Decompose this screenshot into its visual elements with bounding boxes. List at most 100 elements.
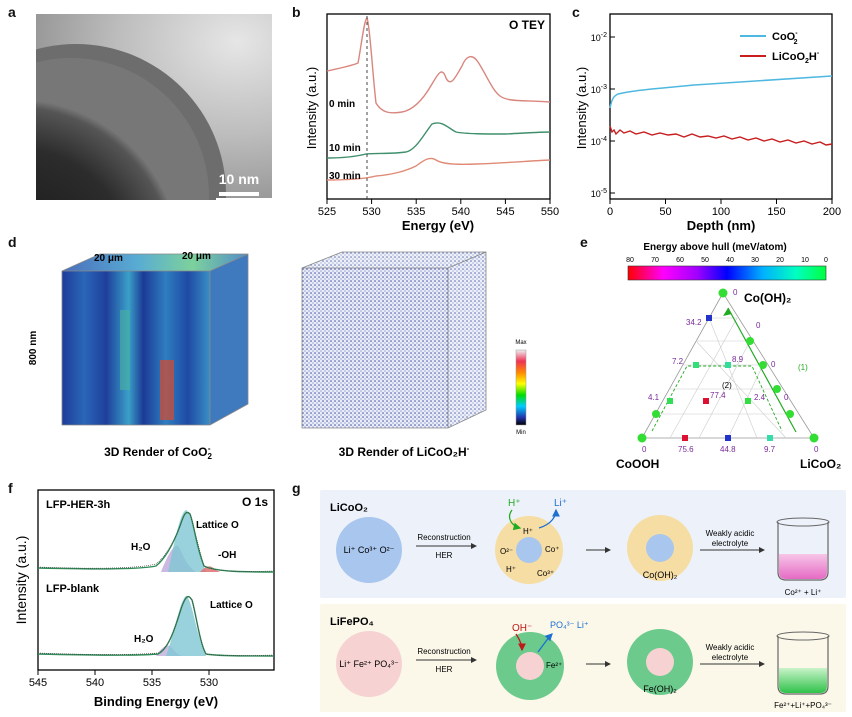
- svg-text:60: 60: [676, 257, 684, 264]
- svg-text:40: 40: [726, 257, 734, 264]
- cube1-side: [210, 254, 248, 425]
- sample-2: LFP-blank: [46, 583, 100, 595]
- svg-text:8.9: 8.9: [732, 355, 744, 364]
- cube1-front: [62, 271, 210, 425]
- vertex-dot: [809, 433, 819, 443]
- row1-bg: [320, 490, 846, 598]
- row2-title: LiFePO₄: [330, 616, 374, 628]
- row2-arrow-bottom: HER: [436, 665, 453, 674]
- path-1: [727, 307, 797, 433]
- dim-1: 20 μm: [94, 253, 123, 264]
- panel-label-c: c: [572, 4, 580, 20]
- ehull-colorbar: [627, 265, 827, 281]
- dim-2: 20 μm: [182, 251, 211, 262]
- svg-text:10-5: 10-5: [591, 188, 607, 199]
- b-xtick: 545: [496, 206, 514, 218]
- chart-f-xticks: 545 540 535 530: [29, 670, 218, 689]
- panel-label-e: e: [580, 234, 588, 250]
- c-xtick: 150: [767, 206, 785, 218]
- point-342: [706, 315, 712, 321]
- row2-treat-bottom: electrolyte: [712, 653, 749, 662]
- b-xtick: 535: [407, 206, 425, 218]
- label-lattice-1: Lattice O: [196, 520, 239, 531]
- svg-text:0: 0: [771, 360, 776, 369]
- row2-bg: [320, 604, 846, 712]
- row1-liquid: [779, 554, 827, 579]
- row1-start-text: Li⁺ Co³⁺ O²⁻: [344, 545, 395, 555]
- legend-b: LiCoO2H-: [772, 50, 820, 65]
- point-41: [667, 398, 673, 404]
- ternary-title: Energy above hull (meV/atom): [643, 242, 786, 253]
- chart-c-yticks: 10-2 10-3 10-4 10-5: [591, 32, 615, 199]
- label-30min: 30 min: [329, 171, 361, 182]
- svg-text:0: 0: [784, 393, 789, 402]
- path-1-label: (1): [798, 363, 808, 372]
- peak-lattice-2: [166, 596, 206, 656]
- svg-text:50: 50: [701, 257, 709, 264]
- chart-b: O TEY 0 min 10 min 30 min 525 530 535 54…: [304, 13, 559, 233]
- panel-e-ternary: Energy above hull (meV/atom) 80 70 60 50…: [616, 242, 841, 471]
- chart-c-xlabel: Depth (nm): [687, 218, 756, 233]
- row1-h-in: H⁺: [508, 498, 521, 509]
- colorbar-min: Min: [516, 430, 526, 436]
- vertex-top: Co(OH)₂: [744, 291, 791, 305]
- row1-li-out: Li⁺: [554, 498, 567, 509]
- row2-liquid: [779, 668, 827, 693]
- stable-dot: [786, 410, 794, 418]
- row2-start-circle: [336, 631, 402, 697]
- svg-text:7.2: 7.2: [672, 357, 684, 366]
- ternary-values: 34.2 7.2 8.9 4.1 77.4 2.4 75.6 44.8 9.7: [648, 318, 776, 454]
- curve-10min: [326, 122, 551, 159]
- panel-label-f: f: [8, 480, 13, 496]
- chart-f-title: O 1s: [242, 495, 268, 509]
- c-xtick: 50: [659, 206, 671, 218]
- curve-0min: [326, 16, 551, 114]
- stable-dot: [773, 385, 781, 393]
- f-xtick: 545: [29, 677, 47, 689]
- svg-text:4.1: 4.1: [648, 393, 660, 402]
- path-2-label: (2): [722, 381, 732, 390]
- vertex-dot: [718, 288, 728, 298]
- series-coo2: [609, 75, 833, 109]
- peak-lattice-1: [168, 510, 206, 572]
- chart-c: 10-2 10-3 10-4 10-5 0 50 100 150 200 CoO…: [574, 13, 841, 233]
- svg-text:10-4: 10-4: [591, 136, 607, 147]
- row2-product: Fe(OH)₂: [643, 684, 677, 694]
- panel-label-b: b: [292, 4, 301, 20]
- svg-text:20: 20: [776, 257, 784, 264]
- row2-product-core: [646, 648, 674, 676]
- f-xtick: 530: [200, 677, 218, 689]
- cube2-top: [302, 252, 486, 268]
- row1-h: H⁺: [506, 565, 516, 574]
- series-licoo2h: [609, 125, 833, 146]
- vertex-left: CoOOH: [616, 457, 659, 471]
- row1-co: Co⁺: [545, 545, 559, 554]
- svg-text:34.2: 34.2: [686, 318, 702, 327]
- row1-product-core: [646, 534, 674, 562]
- svg-text:44.8: 44.8: [720, 445, 736, 454]
- cube1-top: [62, 254, 248, 271]
- panel-label-g: g: [292, 480, 301, 496]
- row2-treat-top: Weakly acidic: [706, 643, 755, 652]
- caption-1: 3D Render of CoO2-: [104, 444, 212, 461]
- svg-text:80: 80: [626, 257, 634, 264]
- row2-po4-out: PO₄³⁻ Li⁺: [550, 620, 589, 630]
- row1-o: O²⁻: [500, 547, 513, 556]
- chart-c-ylabel: Intensity (a.u.): [574, 67, 589, 149]
- scale-bar: [219, 192, 259, 196]
- label-lattice-2: Lattice O: [210, 600, 253, 611]
- legend-a: CoO-2: [772, 30, 798, 46]
- point-89: [725, 362, 731, 368]
- svg-text:77.4: 77.4: [710, 391, 726, 400]
- tem-image: 10 nm: [36, 14, 272, 200]
- label-oh: -OH: [218, 550, 236, 561]
- panel-label-d: d: [8, 234, 17, 250]
- chart-b-xticks: 525 530 535 540 545 550: [318, 199, 559, 218]
- row1-beaker: [777, 522, 829, 581]
- svg-text:75.6: 75.6: [678, 445, 694, 454]
- c-xtick: 0: [607, 206, 613, 218]
- row1-treat-top: Weakly acidic: [706, 529, 755, 538]
- panel-label-a: a: [8, 4, 16, 20]
- panel-g-schematic: LiCoO₂ Li⁺ Co³⁺ O²⁻ Reconstruction HER H…: [320, 490, 846, 712]
- b-xtick: 550: [541, 206, 559, 218]
